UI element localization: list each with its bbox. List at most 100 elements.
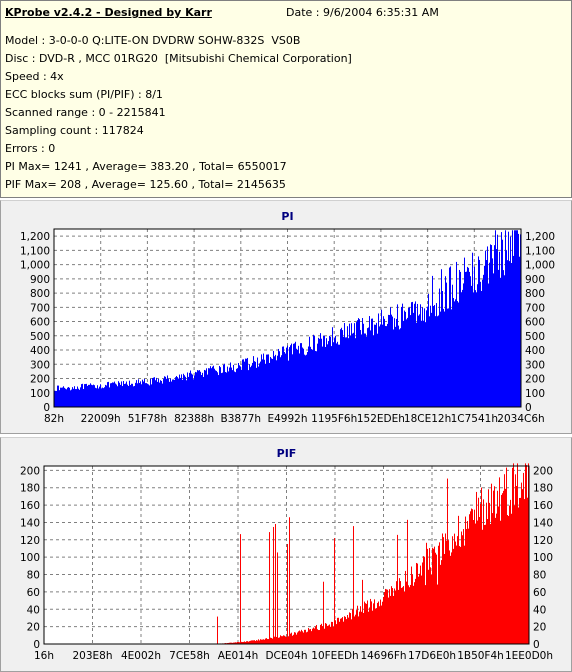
bar	[438, 315, 439, 407]
bar	[94, 385, 95, 407]
bar	[481, 487, 482, 644]
bar	[287, 345, 288, 407]
bar	[254, 640, 255, 644]
y-tick-label-left: 80	[27, 570, 40, 582]
bar	[471, 285, 472, 407]
bar	[458, 515, 459, 644]
bar	[161, 380, 162, 407]
bar	[370, 330, 371, 407]
bar	[361, 611, 362, 644]
bar	[271, 637, 272, 644]
y-tick-label-left: 600	[30, 317, 50, 329]
bar	[278, 348, 279, 407]
bar	[505, 230, 506, 407]
bar	[236, 642, 237, 644]
bar	[300, 343, 301, 407]
bar	[377, 333, 378, 407]
bar	[308, 628, 309, 644]
bar	[323, 581, 324, 644]
bar	[496, 513, 497, 644]
bar	[294, 343, 295, 407]
bar	[415, 578, 416, 644]
bar	[187, 372, 188, 407]
bar	[237, 368, 238, 407]
bar	[71, 389, 72, 407]
bar	[291, 343, 292, 407]
bar	[282, 346, 283, 407]
bar	[461, 292, 462, 407]
bar	[461, 531, 462, 644]
bar	[373, 603, 374, 644]
bar	[405, 311, 406, 407]
bar	[251, 640, 252, 644]
bar	[444, 553, 445, 644]
bar	[309, 629, 310, 644]
bar	[500, 520, 501, 644]
bar	[378, 313, 379, 407]
bar	[272, 638, 273, 644]
bar	[379, 326, 380, 407]
bar	[245, 641, 246, 644]
bar	[305, 629, 306, 644]
bar	[320, 624, 321, 644]
bar	[170, 378, 171, 407]
bar	[354, 323, 355, 407]
bar	[440, 564, 441, 644]
bar	[318, 337, 319, 407]
bar	[432, 547, 433, 644]
bar	[492, 513, 493, 644]
bar	[127, 384, 128, 407]
bar	[65, 388, 66, 407]
x-tick-label: 17D6E0h	[408, 650, 456, 662]
bar	[171, 381, 172, 407]
bar	[286, 636, 287, 644]
bar	[416, 322, 417, 407]
bar	[222, 372, 223, 407]
y-tick-label-right: 0	[525, 402, 532, 414]
bar	[479, 517, 480, 644]
bar	[460, 546, 461, 644]
bar	[488, 489, 489, 644]
bar	[109, 387, 110, 407]
bar	[339, 344, 340, 407]
bar	[309, 336, 310, 407]
bar	[353, 332, 354, 407]
bar	[182, 379, 183, 407]
y-tick-label-right: 100	[533, 552, 553, 564]
plot-frame	[43, 465, 530, 645]
bar	[114, 381, 115, 407]
y-tick-label-left: 20	[27, 622, 40, 634]
bar	[410, 315, 411, 407]
bar	[425, 322, 426, 407]
y-tick-label-left: 800	[30, 288, 50, 300]
bar	[243, 359, 244, 407]
bar	[319, 338, 320, 407]
y-tick-label-left: 1,200	[20, 231, 50, 243]
bar	[398, 325, 399, 407]
bar	[288, 636, 289, 644]
bar	[244, 361, 245, 407]
bar	[414, 303, 415, 407]
bar	[345, 337, 346, 407]
bar	[397, 304, 398, 407]
bar	[214, 368, 215, 407]
bar	[310, 629, 311, 644]
bar	[253, 356, 254, 407]
plot-frame	[53, 228, 522, 408]
bar	[195, 371, 196, 407]
bar	[113, 382, 114, 407]
bar	[204, 369, 205, 407]
bar	[490, 524, 491, 644]
bar	[422, 562, 423, 644]
bar	[511, 513, 512, 644]
y-tick-label-left: 1,100	[20, 245, 50, 257]
bar	[497, 490, 498, 644]
bar	[455, 299, 456, 407]
bar	[332, 327, 333, 407]
bar	[453, 298, 454, 407]
bar	[463, 529, 464, 644]
bar	[136, 380, 137, 407]
bar	[112, 382, 113, 407]
bar	[464, 545, 465, 644]
bar	[276, 636, 277, 644]
